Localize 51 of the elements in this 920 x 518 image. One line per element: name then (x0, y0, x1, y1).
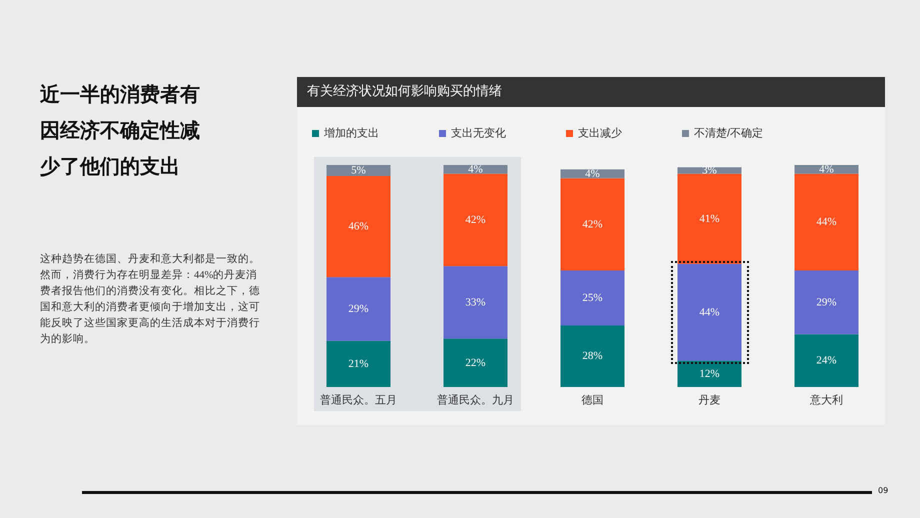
bar (794, 165, 858, 174)
data-label: 28% (582, 350, 603, 362)
x-tick-label: 德国 (582, 394, 604, 406)
bar (326, 176, 390, 278)
bar (678, 360, 742, 387)
data-label: 24% (816, 354, 837, 367)
data-label: 22% (465, 356, 486, 369)
bar (560, 325, 624, 387)
bar (678, 174, 742, 264)
data-label: 42% (465, 214, 486, 226)
data-label: 4% (585, 168, 600, 180)
data-label: 5% (351, 164, 366, 176)
x-tick-label: 普通民众。五月 (320, 394, 397, 406)
bar (444, 266, 508, 339)
bar (326, 165, 390, 176)
bar (794, 334, 858, 387)
data-label: 44% (699, 306, 720, 318)
bar (444, 165, 508, 174)
data-label: 4% (819, 163, 834, 176)
x-tick-label: 意大利 (809, 394, 843, 406)
text: 这种趋势在德国、丹麦和意大利都是一致的。然而，消费行为存在明显差异：44%的丹麦消费者报告他们的消费没有变化。相比之下，德国和意大利的消费者更倾向于增加支出，这可能反映了这些国家更高的生活成本对于消费行为的影响。 (40, 252, 261, 347)
data-label: 44% (816, 216, 837, 228)
bar (326, 277, 390, 341)
data-label: 12% (699, 368, 720, 380)
legend-label: 增加的支出 (323, 126, 379, 140)
bar (560, 178, 624, 271)
legend-label: 支出减少 (578, 126, 622, 140)
bar (794, 174, 858, 271)
bar (678, 167, 742, 174)
data-label: 21% (348, 358, 369, 370)
legend-label: 不清楚/不确定 (694, 126, 764, 140)
x-tick-label: 普通民众。九月 (437, 394, 514, 406)
text: 09 (878, 486, 888, 495)
x-tick-label: 丹麦 (698, 394, 720, 406)
bar (326, 340, 390, 387)
data-label: 29% (348, 302, 369, 315)
data-label: 3% (702, 164, 717, 176)
bar (444, 174, 508, 266)
data-label: 33% (465, 296, 486, 308)
bar (794, 270, 858, 334)
text: 近一半的消费者有因经济不确定性减少了他们的支出 (40, 81, 201, 180)
data-label: 25% (582, 292, 603, 304)
data-label: 4% (468, 163, 483, 176)
data-label: 29% (816, 296, 837, 308)
data-label: 46% (348, 220, 369, 233)
bar (560, 270, 624, 326)
data-label: 42% (582, 218, 603, 230)
data-label: 41% (699, 212, 720, 225)
chart-title: 有关经济状况如何影响购买的情绪 (297, 77, 885, 107)
bar (444, 338, 508, 387)
legend-label: 支出无变化 (451, 126, 506, 140)
